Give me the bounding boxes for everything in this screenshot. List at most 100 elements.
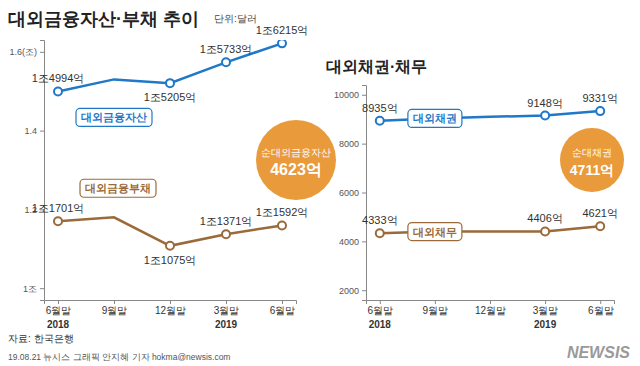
series-line [58,43,282,91]
data-point [376,229,384,237]
x-tick: 9월말 [102,300,128,316]
x-tick-mark [226,300,227,304]
x-tick: 3월말 [214,300,240,316]
data-point [541,227,549,235]
y-axis-line [362,86,367,301]
marks [54,40,286,250]
y-tick: 1.4 [24,126,44,136]
x-axis: 6월말 9월말 12월말 3월말 6월말 [45,300,297,316]
year-label: 2018 [47,319,70,330]
y-tick-label: 8000 [339,139,359,149]
y-tick-mark [40,288,44,289]
x-tick: 3월말 [533,300,559,316]
panel-1: 대외채권·채무 2000 4000 6000 8000 10000 6월말 9월말 12월말 3월… [326,58,624,330]
y-tick-mark [362,290,366,291]
data-point [278,40,286,47]
series-name-text: 대외채권 [413,112,457,124]
net-bubble: 순대채권 4711억 [560,128,624,192]
y-tick-label: 1조 [23,284,37,294]
x-tick-label: 12월말 [475,305,506,316]
y-axis: 2000 4000 6000 8000 10000 [334,86,367,301]
series-name: 대외채무 [408,223,462,241]
data-label: 4621억 [582,207,617,219]
data-label: 1조1075억 [144,254,197,266]
data-label: 1조6215억 [256,24,309,36]
x-tick-label: 9월말 [102,305,128,316]
panel-0: 대외금융자산·부채 추이단위:달러1조1.21.41.6(조)6월말9월말12월… [8,9,336,330]
net-bubble-value: 4711억 [570,162,614,178]
net-bubble-title: 순대외금융자산 [261,147,331,158]
x-axis: 6월말 9월말 12월말 3월말 6월말 [367,300,615,316]
y-tick: 4000 [339,237,366,247]
data-point [166,79,174,87]
data-point [541,112,549,120]
y-tick-label: 1.4 [24,126,37,136]
x-tick: 6월말 [588,300,614,316]
x-tick-mark [435,300,436,304]
y-tick-label: 6000 [339,188,359,198]
chart-title: 대외금융자산·부채 추이 [8,9,199,29]
data-point [222,230,230,238]
x-tick: 6월말 [46,300,72,316]
x-tick: 6월말 [270,300,296,316]
x-tick-label: 6월말 [270,305,296,316]
x-tick-label: 6월말 [367,305,393,316]
x-tick: 12월말 [155,300,186,316]
data-label: 9148억 [527,97,562,109]
data-point [166,242,174,250]
data-point [278,221,286,229]
x-tick-mark [380,300,381,304]
series-name: 대외채권 [408,109,462,127]
series-name-text: 대외채무 [413,226,457,238]
data-point [54,217,62,225]
x-tick-label: 3월말 [214,305,240,316]
x-axis-line [367,301,615,305]
x-tick: 12월말 [475,300,506,316]
data-label: 1조1592억 [256,206,309,218]
labels: 8935억9148억9331억대외채권4333억4406억4621억대외채무 [362,92,618,240]
data-label: 8935억 [362,102,397,114]
y-tick: 10000 [334,90,366,100]
net-bubble-title: 순대채권 [572,147,612,158]
data-label: 4406억 [527,212,562,224]
data-label: 1조4994억 [32,72,85,84]
y-tick-mark [362,95,366,96]
x-tick-label: 3월말 [533,305,559,316]
data-label: 9331억 [582,92,617,104]
y-tick-label: 10000 [334,90,359,100]
x-tick-label: 6월말 [46,305,72,316]
series-name: 대외금융부채 [80,179,156,197]
x-tick-mark [600,300,601,304]
year-label: 2019 [215,319,238,330]
y-tick-label: 1.6(조) [9,47,37,57]
source: 자료: 한국은행 [8,333,74,344]
y-tick-label: 2000 [339,286,359,296]
chart-root: 대외금융자산·부채 추이단위:달러1조1.21.41.6(조)6월말9월말12월… [0,0,640,366]
year-label: 2019 [534,319,557,330]
data-label: 1조1701억 [32,202,85,214]
y-tick: 2000 [339,286,366,296]
series-name-box [76,108,152,126]
x-tick-label: 9월말 [423,305,449,316]
data-point [596,107,604,115]
data-label: 1조1371억 [200,215,253,227]
y-tick-mark [40,131,44,132]
data-label: 1조5733억 [200,43,253,55]
y-tick: 6000 [339,188,366,198]
series-name-text: 대외금융부채 [85,182,151,194]
x-tick: 6월말 [367,300,393,316]
year-label: 2018 [369,319,392,330]
x-tick-mark [545,300,546,304]
y-tick-mark [40,52,44,53]
x-tick-label: 12월말 [155,305,186,316]
y-tick: 1조 [23,284,44,294]
x-axis-line [45,301,297,305]
watermark: NEWSIS [567,344,630,361]
net-bubble: 순대외금융자산 4623억 [256,120,336,200]
data-point [222,58,230,66]
y-tick: 1.6(조) [9,47,44,57]
chart-title: 대외채권·채무 [326,58,427,75]
data-point [376,117,384,125]
data-point [596,222,604,230]
net-bubble-value: 4623억 [270,161,322,178]
